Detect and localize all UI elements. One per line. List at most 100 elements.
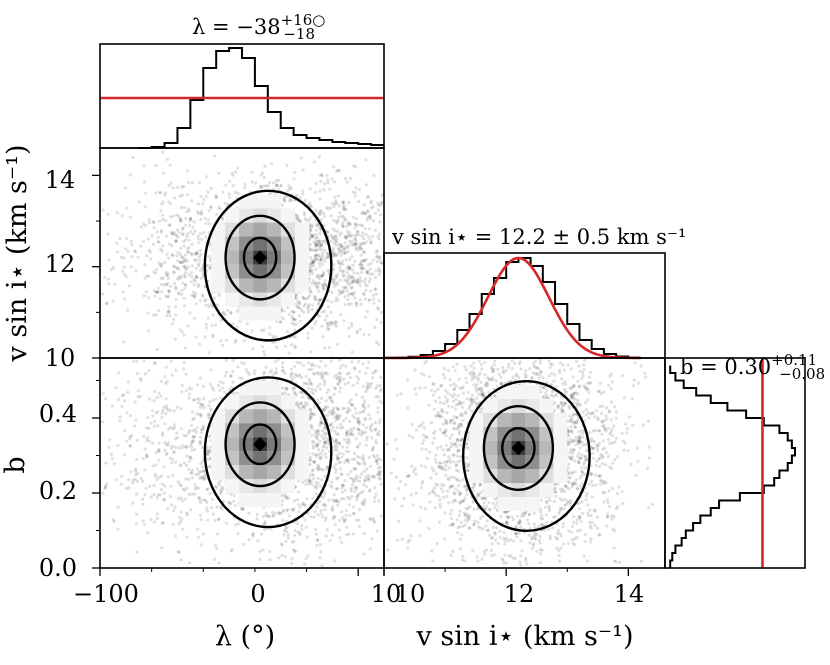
sample-point: [337, 215, 341, 219]
sample-point: [234, 170, 238, 174]
sample-point: [147, 274, 151, 278]
sample-point: [202, 397, 206, 401]
sample-point: [292, 310, 296, 314]
sample-point: [186, 181, 190, 185]
density-cell: [239, 465, 254, 480]
sample-point: [330, 177, 334, 181]
sample-point: [280, 553, 284, 557]
sample-point: [611, 461, 615, 465]
sample-point: [166, 309, 171, 313]
sample-point: [308, 232, 313, 236]
sample-point: [346, 244, 350, 248]
sample-point: [254, 181, 258, 185]
sample-point: [231, 184, 235, 188]
sample-point: [348, 266, 352, 271]
sample-point: [183, 264, 187, 268]
density-cell: [281, 479, 296, 494]
sample-point: [331, 517, 335, 521]
sample-point: [131, 501, 135, 505]
sample-point: [471, 500, 475, 504]
sample-point: [352, 426, 356, 430]
sample-point: [615, 455, 620, 459]
sample-point: [289, 186, 293, 190]
sample-point: [262, 350, 266, 354]
sample-point: [180, 390, 184, 394]
sample-point: [274, 371, 278, 375]
sample-point: [152, 220, 156, 224]
sample-point: [216, 532, 220, 536]
sample-point: [324, 284, 328, 288]
sample-point: [187, 467, 191, 472]
sample-point: [340, 473, 344, 477]
sample-point: [196, 234, 200, 238]
sample-point: [450, 508, 454, 512]
density-cell: [281, 250, 296, 265]
sample-point: [478, 371, 482, 375]
sample-point: [296, 300, 300, 304]
sample-point: [122, 429, 126, 433]
sample-point: [483, 360, 487, 364]
sample-point: [181, 226, 185, 230]
sample-point: [283, 555, 287, 559]
sample-point: [195, 467, 200, 471]
sample-point: [509, 538, 513, 542]
sample-point: [339, 262, 343, 266]
sample-point: [190, 468, 195, 472]
sample-point: [130, 434, 134, 438]
sample-point: [317, 401, 321, 405]
sample-point: [295, 522, 300, 526]
sample-point: [152, 399, 156, 403]
sample-point: [198, 435, 202, 439]
sample-point: [376, 406, 380, 410]
sample-point: [332, 465, 336, 470]
sample-point: [625, 431, 629, 435]
sample-point: [199, 212, 203, 216]
sample-point: [340, 223, 344, 227]
sample-point: [339, 467, 343, 471]
sample-point: [309, 480, 313, 484]
sample-point: [376, 457, 380, 461]
density-cell: [211, 236, 226, 251]
sample-point: [314, 319, 318, 323]
sample-point: [292, 310, 296, 314]
sample-point: [120, 214, 124, 218]
sample-point: [309, 256, 313, 260]
sample-point: [135, 550, 139, 554]
sample-point: [356, 271, 360, 276]
sample-point: [175, 431, 179, 435]
sample-point: [295, 214, 299, 218]
sample-point: [377, 273, 381, 277]
sample-point: [323, 182, 327, 186]
sample-point: [334, 296, 338, 300]
sample-point: [378, 232, 382, 236]
sample-point: [149, 257, 153, 261]
sample-point: [184, 266, 188, 270]
sample-point: [316, 513, 320, 517]
sample-point: [180, 427, 184, 431]
sample-point: [600, 412, 604, 416]
sample-point: [169, 181, 173, 185]
sample-point: [295, 360, 299, 364]
sample-point: [213, 518, 217, 522]
sample-point: [361, 362, 365, 366]
sample-point: [191, 439, 195, 443]
sample-point: [354, 485, 359, 489]
sample-point: [319, 218, 323, 222]
sample-point: [328, 187, 332, 191]
sample-point: [320, 274, 324, 278]
sample-point: [364, 315, 368, 319]
sample-point: [366, 216, 370, 220]
sample-point: [369, 261, 373, 266]
sample-point: [570, 524, 575, 529]
sample-point: [172, 270, 176, 274]
sample-point: [188, 311, 192, 315]
sample-point: [211, 335, 215, 339]
sample-point: [539, 498, 543, 502]
sample-point: [165, 380, 169, 384]
density-cell: [225, 250, 240, 265]
sample-point: [152, 520, 156, 524]
sample-point: [209, 205, 213, 209]
sample-point: [367, 360, 371, 364]
sample-point: [194, 291, 198, 295]
sample-point: [367, 333, 371, 337]
